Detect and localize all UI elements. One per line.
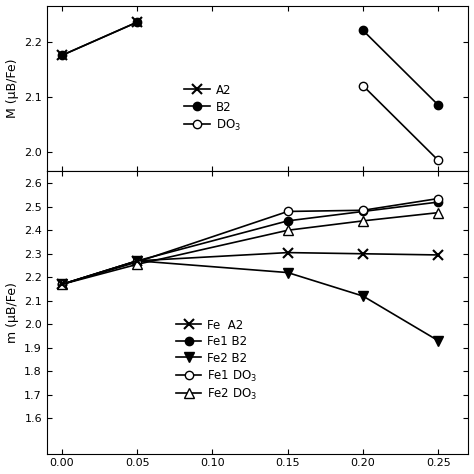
B2	[59, 53, 65, 58]
Line: Fe2 B2: Fe2 B2	[57, 256, 443, 346]
Fe1 DO$_3$	[360, 208, 366, 213]
Line: Fe1 DO$_3$: Fe1 DO$_3$	[58, 194, 443, 289]
Fe1 DO$_3$	[59, 282, 65, 287]
Fe  A2	[436, 252, 441, 258]
Fe1 DO$_3$	[285, 209, 291, 214]
Fe  A2	[134, 258, 140, 264]
Fe1 B2	[436, 199, 441, 205]
Fe1 B2	[285, 218, 291, 224]
Fe2 B2	[360, 293, 366, 299]
A2	[59, 53, 65, 58]
Fe1 B2	[59, 282, 65, 287]
Y-axis label: M (μB/Fe): M (μB/Fe)	[6, 59, 18, 118]
Fe2 B2	[285, 270, 291, 275]
Fe2 B2	[436, 338, 441, 344]
DO$_3$	[360, 83, 366, 89]
Line: B2: B2	[58, 18, 141, 60]
Fe2 DO$_3$	[134, 262, 140, 267]
Fe  A2	[59, 282, 65, 287]
Line: Fe  A2: Fe A2	[57, 248, 443, 289]
Fe2 DO$_3$	[360, 218, 366, 224]
Line: Fe2 DO$_3$: Fe2 DO$_3$	[57, 208, 443, 289]
Fe2 DO$_3$	[285, 228, 291, 233]
Fe1 DO$_3$	[436, 196, 441, 201]
Fe  A2	[285, 250, 291, 255]
Fe2 DO$_3$	[59, 282, 65, 287]
Fe2 B2	[134, 258, 140, 264]
B2	[134, 19, 140, 25]
Fe2 B2	[59, 282, 65, 287]
DO$_3$	[436, 157, 441, 163]
Legend: Fe  A2, Fe1 B2, Fe2 B2, Fe1 DO$_3$, Fe2 DO$_3$: Fe A2, Fe1 B2, Fe2 B2, Fe1 DO$_3$, Fe2 D…	[171, 314, 262, 407]
Fe1 B2	[134, 258, 140, 264]
Line: A2: A2	[57, 17, 142, 60]
Line: Fe1 B2: Fe1 B2	[58, 198, 443, 289]
Fe2 DO$_3$	[436, 210, 441, 216]
Fe  A2	[360, 251, 366, 256]
Line: DO$_3$: DO$_3$	[359, 82, 443, 164]
A2	[134, 19, 140, 25]
Fe1 B2	[360, 209, 366, 214]
Y-axis label: m (μB/Fe): m (μB/Fe)	[6, 282, 18, 343]
Legend: A2, B2, DO$_3$: A2, B2, DO$_3$	[179, 79, 246, 138]
Fe1 DO$_3$	[134, 259, 140, 265]
